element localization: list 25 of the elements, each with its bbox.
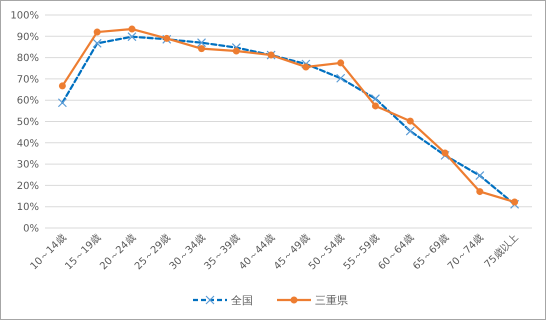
legend-label: 三重県	[315, 294, 348, 307]
y-tick-label: 10%	[16, 202, 39, 214]
point	[198, 45, 206, 52]
y-tick-label: 30%	[16, 160, 39, 171]
point	[58, 82, 66, 90]
point	[128, 26, 136, 33]
y-tick-label: 70%	[16, 74, 39, 86]
point	[476, 188, 484, 196]
y-tick-label: 90%	[16, 32, 39, 43]
y-tick-label: 60%	[16, 96, 39, 107]
y-tick-label: 50%	[16, 117, 39, 128]
y-tick-label: 0%	[23, 224, 39, 234]
legend-label: 全国	[231, 294, 253, 307]
point	[511, 198, 518, 206]
point	[232, 47, 240, 54]
point	[94, 28, 101, 36]
point	[406, 118, 414, 125]
y-tick-label: 40%	[16, 138, 39, 150]
y-tick-label: 80%	[16, 53, 39, 64]
point	[302, 63, 310, 70]
point	[372, 102, 379, 110]
point	[442, 150, 449, 157]
y-tick-label: 100%	[10, 10, 39, 22]
y-tick-label: 20%	[16, 180, 39, 192]
point	[337, 59, 344, 66]
